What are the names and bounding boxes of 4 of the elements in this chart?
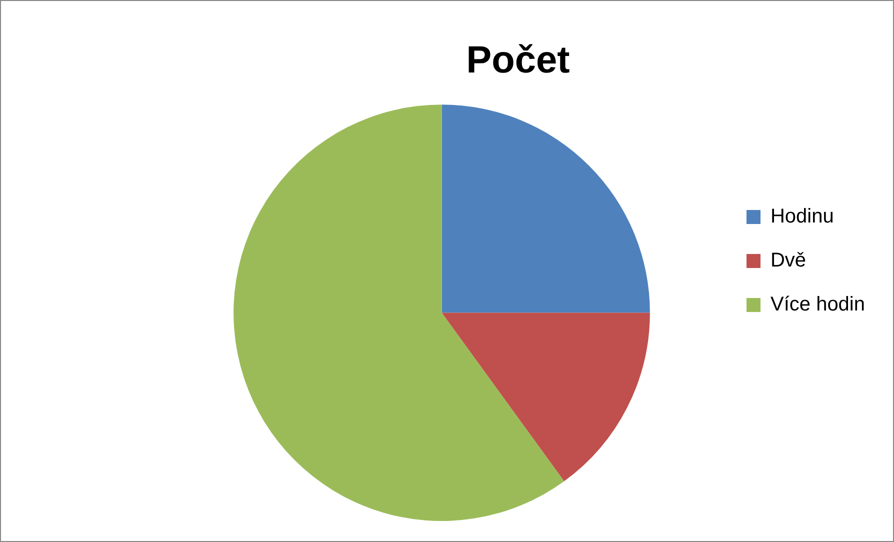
legend-label: Hodinu (770, 206, 834, 228)
legend-label: Dvě (770, 250, 806, 272)
legend-label: Více hodin (770, 294, 866, 316)
chart-title: Počet (466, 39, 570, 82)
